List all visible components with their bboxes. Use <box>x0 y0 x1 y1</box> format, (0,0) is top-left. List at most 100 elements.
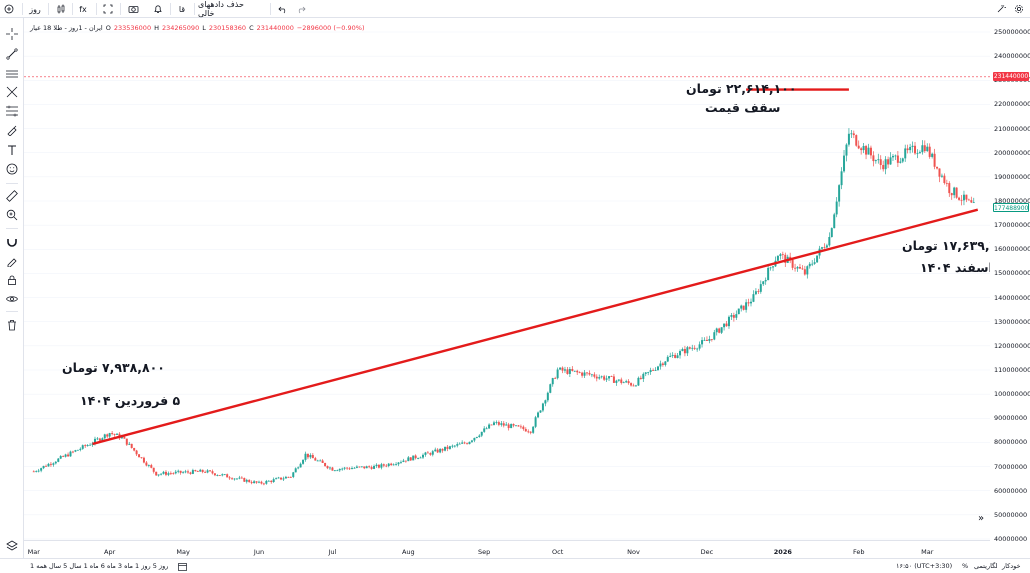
redo-icon[interactable] <box>294 0 308 18</box>
candle-body <box>248 479 251 483</box>
plus-circle-icon[interactable] <box>2 0 16 18</box>
object-tree-icon[interactable] <box>4 538 20 554</box>
candle-body <box>798 267 801 269</box>
low-key: L <box>202 24 206 32</box>
candle-body <box>488 424 491 429</box>
candle-body <box>382 464 385 466</box>
auto-toggle[interactable]: خودکار <box>1002 562 1021 570</box>
alert-bell-icon[interactable] <box>151 0 165 18</box>
candle-body <box>578 372 581 374</box>
candle-body <box>698 344 701 349</box>
trend-line-icon[interactable] <box>4 46 20 62</box>
symbol-title[interactable]: ایران - 1روز - طلا 18 عیار <box>30 24 103 32</box>
candle-body <box>179 470 182 473</box>
candle-body <box>299 463 302 468</box>
zoom-in-icon[interactable] <box>4 207 20 223</box>
time-tick: Oct <box>552 548 564 556</box>
candle-body <box>708 339 711 341</box>
candle-body <box>705 339 708 341</box>
crosshair-icon[interactable] <box>4 26 20 42</box>
fullscreen-icon[interactable] <box>101 0 115 18</box>
price-tick: 140000000 <box>994 293 1030 302</box>
time-scale[interactable]: Mar Apr May Jun Jul Aug Sep Oct Nov Dec 2026 Feb Mar <box>24 540 990 558</box>
start-date-annotation: ۵ فروردین ۱۴۰۴ <box>80 393 181 408</box>
candle-body <box>89 444 92 446</box>
open-value: 233536000 <box>113 24 152 32</box>
undo-icon[interactable] <box>276 0 290 18</box>
lock-icon[interactable] <box>4 272 20 288</box>
ruler-icon[interactable] <box>4 188 20 204</box>
candle-body <box>918 152 921 154</box>
indicators-button[interactable]: fx <box>76 0 90 18</box>
candle-body <box>921 145 924 153</box>
magic-wand-icon[interactable] <box>994 0 1008 18</box>
candle-body <box>539 410 542 413</box>
time-tick: Feb <box>852 548 865 556</box>
candle-body <box>448 446 451 449</box>
candle-body <box>373 466 376 469</box>
candle-body <box>715 328 718 333</box>
pencil-lock-icon[interactable] <box>4 253 20 269</box>
candle-body <box>500 423 503 425</box>
camera-icon[interactable] <box>126 0 140 18</box>
candle-body <box>916 153 919 155</box>
price-tick: 220000000 <box>994 100 1030 109</box>
log-toggle[interactable]: لگاریتمی <box>974 562 998 570</box>
price-chart[interactable] <box>24 18 990 540</box>
text-tool-icon[interactable] <box>4 142 20 158</box>
candle-body <box>478 435 481 437</box>
percent-toggle[interactable]: % <box>962 562 969 570</box>
candle-body <box>96 438 99 440</box>
interval-button[interactable]: روز <box>29 4 41 14</box>
settings-gear-icon[interactable] <box>1012 0 1026 18</box>
candle-body <box>634 385 637 387</box>
candle-body <box>304 453 307 460</box>
candle-body <box>583 372 586 376</box>
candle-body <box>647 372 650 373</box>
candle-body <box>319 460 322 462</box>
candle-body <box>884 159 887 170</box>
candle-body <box>933 153 936 167</box>
delete-empty-data-button[interactable]: حذف دادههای خالی <box>198 0 244 18</box>
candle-body <box>331 467 334 471</box>
layout-button[interactable]: قا <box>178 4 186 14</box>
candle-body <box>341 468 344 470</box>
price-scale[interactable]: 2500000002400000002300000002200000002100… <box>990 18 1030 543</box>
candle-body <box>69 451 72 457</box>
candle-body <box>661 363 664 365</box>
horizontal-lines-icon[interactable] <box>4 66 20 82</box>
candle-body <box>311 455 314 459</box>
candle-body <box>527 431 530 433</box>
candle-body <box>120 436 123 439</box>
candle-body <box>201 469 204 472</box>
candle-body <box>480 431 483 436</box>
date-ranges[interactable]: 1 روز 5 روز 1 ماه 3 ماه 6 ماه 1 سال 5 سا… <box>30 562 169 570</box>
pitchfork-icon[interactable] <box>4 84 20 100</box>
emoji-icon[interactable] <box>4 161 20 177</box>
candle-body <box>502 423 505 426</box>
candle-body <box>747 302 750 304</box>
brush-icon[interactable] <box>4 122 20 138</box>
candle-body <box>466 443 469 445</box>
candle-body <box>204 471 207 473</box>
magnet-icon[interactable] <box>4 234 20 250</box>
candle-body <box>135 450 138 455</box>
candle-body <box>566 369 569 374</box>
candle-body <box>735 314 738 318</box>
eye-icon[interactable] <box>4 291 20 307</box>
goto-date-icon[interactable] <box>178 562 187 573</box>
scroll-right-icon[interactable]: » <box>978 513 985 524</box>
candle-body <box>642 373 645 379</box>
candle-body <box>485 428 488 430</box>
candle-body <box>328 467 331 469</box>
candle-body <box>874 160 877 162</box>
candle-body <box>622 382 625 384</box>
candle-body <box>453 445 456 447</box>
candles-icon[interactable] <box>54 0 68 18</box>
timezone-clock[interactable]: ۱۶:۵۰ (UTC+3:30) <box>896 562 953 570</box>
candle-body <box>740 305 743 309</box>
trash-icon[interactable] <box>4 317 20 333</box>
fib-levels-icon[interactable] <box>4 103 20 119</box>
candle-body <box>348 468 351 470</box>
